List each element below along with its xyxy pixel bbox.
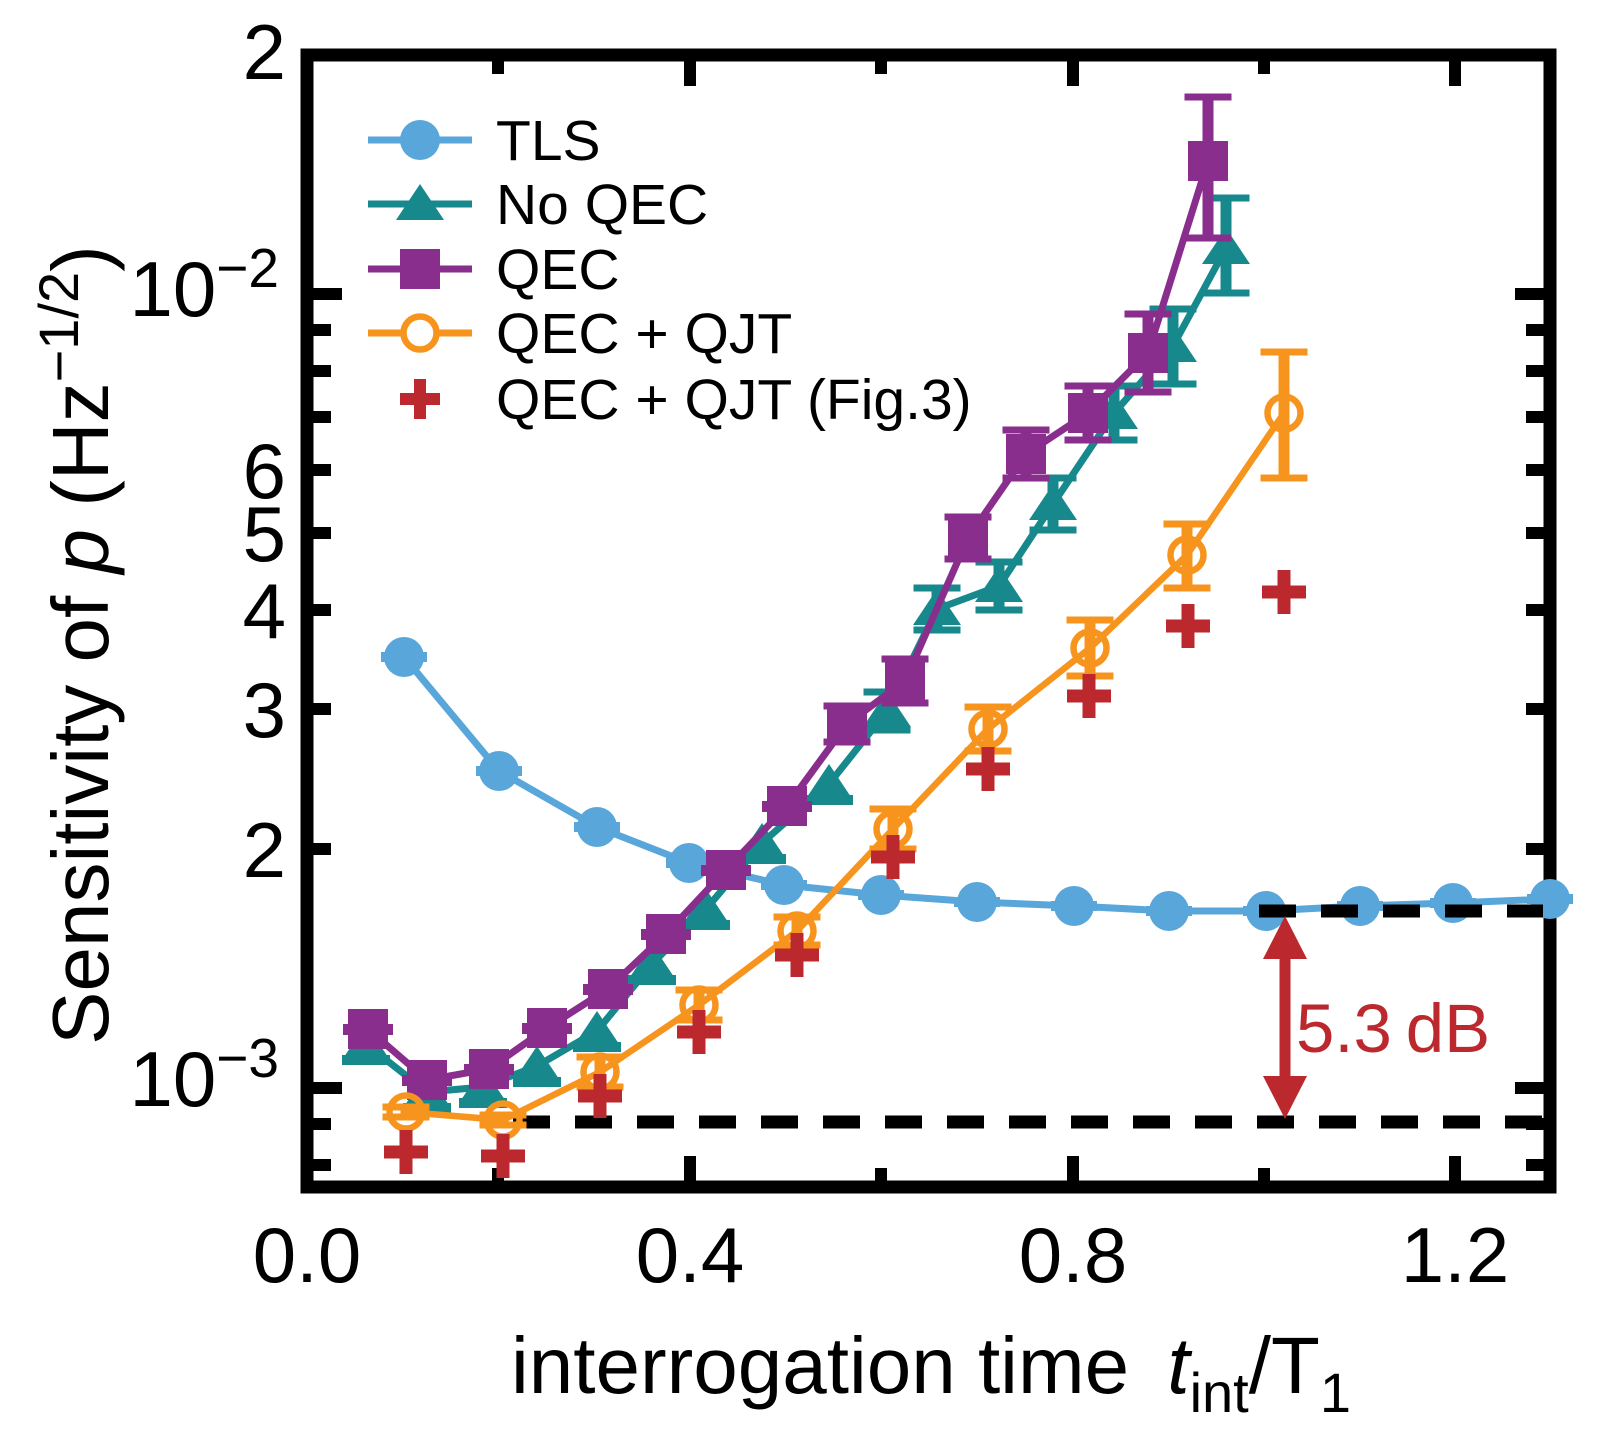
svg-text:2: 2 bbox=[243, 8, 286, 96]
svg-text:QEC + QJT (Fig.3): QEC + QJT (Fig.3) bbox=[496, 368, 972, 432]
svg-text:0.4: 0.4 bbox=[636, 1211, 744, 1299]
svg-text:5.3 dB: 5.3 dB bbox=[1296, 990, 1490, 1067]
svg-text:1.2: 1.2 bbox=[1401, 1211, 1509, 1299]
svg-text:5: 5 bbox=[243, 490, 286, 578]
svg-text:TLS: TLS bbox=[496, 109, 601, 173]
svg-text:6: 6 bbox=[243, 427, 286, 515]
svg-text:2: 2 bbox=[243, 806, 286, 894]
svg-text:4: 4 bbox=[243, 567, 286, 655]
svg-text:0.8: 0.8 bbox=[1019, 1211, 1127, 1299]
svg-text:10−2: 10−2 bbox=[130, 237, 279, 333]
svg-text:0.0: 0.0 bbox=[253, 1211, 361, 1299]
svg-text:No QEC: No QEC bbox=[496, 173, 708, 237]
svg-text:QEC: QEC bbox=[496, 238, 620, 302]
svg-text:3: 3 bbox=[243, 666, 286, 754]
svg-text:QEC + QJT: QEC + QJT bbox=[496, 302, 792, 366]
